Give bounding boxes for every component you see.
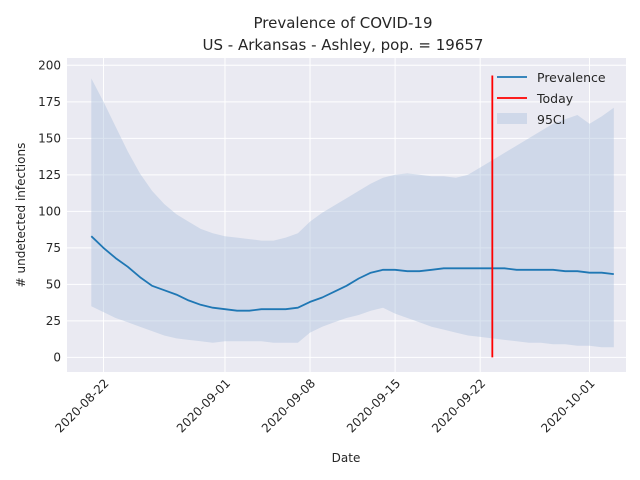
chart-title-line2: US - Arkansas - Ashley, pop. = 19657	[203, 36, 484, 54]
y-tick-label: 175	[38, 95, 61, 109]
legend-label-prevalence: Prevalence	[537, 70, 606, 85]
x-axis-label: Date	[332, 451, 361, 465]
prevalence-line	[90, 235, 614, 312]
ci-band	[91, 78, 614, 348]
legend-label-today: Today	[536, 91, 574, 106]
legend: Prevalence Today 95CI	[497, 70, 606, 127]
legend-swatch-ci	[497, 113, 527, 124]
y-tick-label: 100	[38, 204, 61, 218]
x-tick-label: 2020-09-01	[174, 376, 233, 435]
y-tick-label: 125	[38, 168, 61, 182]
x-tick-labels: 2020-08-22 2020-09-01 2020-09-08 2020-09-15…	[52, 376, 597, 435]
y-tick-label: 150	[38, 131, 61, 145]
x-tick-label: 2020-09-15	[344, 376, 403, 435]
x-tick-label: 2020-10-01	[538, 376, 597, 435]
plot-background	[67, 58, 626, 372]
y-tick-label: 25	[46, 314, 61, 328]
legend-label-ci: 95CI	[537, 112, 565, 127]
y-tick-label: 75	[46, 241, 61, 255]
x-tick-label: 2020-09-08	[259, 376, 318, 435]
y-tick-label: 200	[38, 58, 61, 72]
y-tick-label: 0	[53, 350, 61, 364]
prevalence-line-layer	[90, 235, 614, 312]
grid-lines	[67, 58, 626, 372]
x-tick-label: 2020-08-22	[52, 376, 111, 435]
y-tick-labels: 0 25 50 75 100 125 150 175 200	[38, 58, 61, 364]
y-axis-label: # undetected infections	[14, 143, 28, 288]
x-tick-label: 2020-09-22	[429, 376, 488, 435]
ci-band-layer	[91, 78, 614, 348]
y-tick-label: 50	[46, 277, 61, 291]
chart-title-line1: Prevalence of COVID-19	[253, 14, 432, 32]
